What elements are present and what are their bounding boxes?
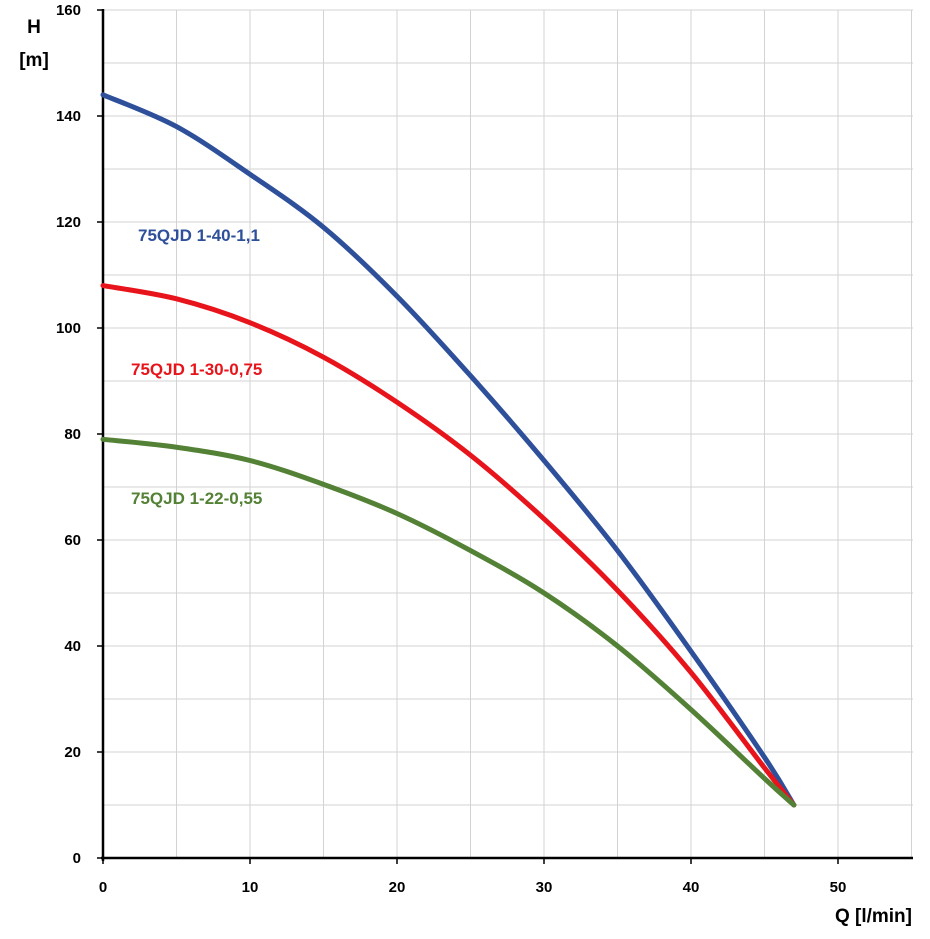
y-tick-label: 0	[73, 850, 81, 867]
series-label-1-30: 75QJD 1-30-0,75	[131, 360, 262, 379]
labels: H [m] Q [l/min] 75QJD 1-40-1,1 75QJD 1-3…	[19, 2, 912, 927]
y-tick-label: 100	[56, 320, 81, 337]
axes	[97, 9, 913, 864]
series-line-3	[100, 436, 797, 808]
x-tick-label: 30	[536, 879, 553, 896]
y-tick-label: 20	[64, 744, 81, 761]
y-axis-unit: [m]	[19, 50, 49, 71]
y-tick-label: 60	[64, 532, 81, 549]
series-lines	[100, 92, 797, 808]
series-label-1-22: 75QJD 1-22-0,55	[131, 489, 262, 508]
y-tick-label: 40	[64, 638, 81, 655]
y-tick-label: 80	[64, 426, 81, 443]
x-tick-label: 40	[683, 879, 700, 896]
series-label-1-40: 75QJD 1-40-1,1	[138, 226, 260, 245]
series-line-1	[100, 92, 797, 808]
x-tick-label: 0	[99, 879, 107, 896]
x-axis-title: Q [l/min]	[835, 906, 912, 927]
y-tick-label: 140	[56, 108, 81, 125]
grid	[103, 9, 913, 858]
x-tick-label: 10	[242, 879, 259, 896]
y-axis-title: H	[27, 17, 41, 38]
y-tick-label: 160	[56, 2, 81, 19]
series-line-2	[100, 283, 797, 808]
x-tick-label: 20	[389, 879, 406, 896]
x-tick-label: 50	[830, 879, 847, 896]
y-tick-label: 120	[56, 214, 81, 231]
